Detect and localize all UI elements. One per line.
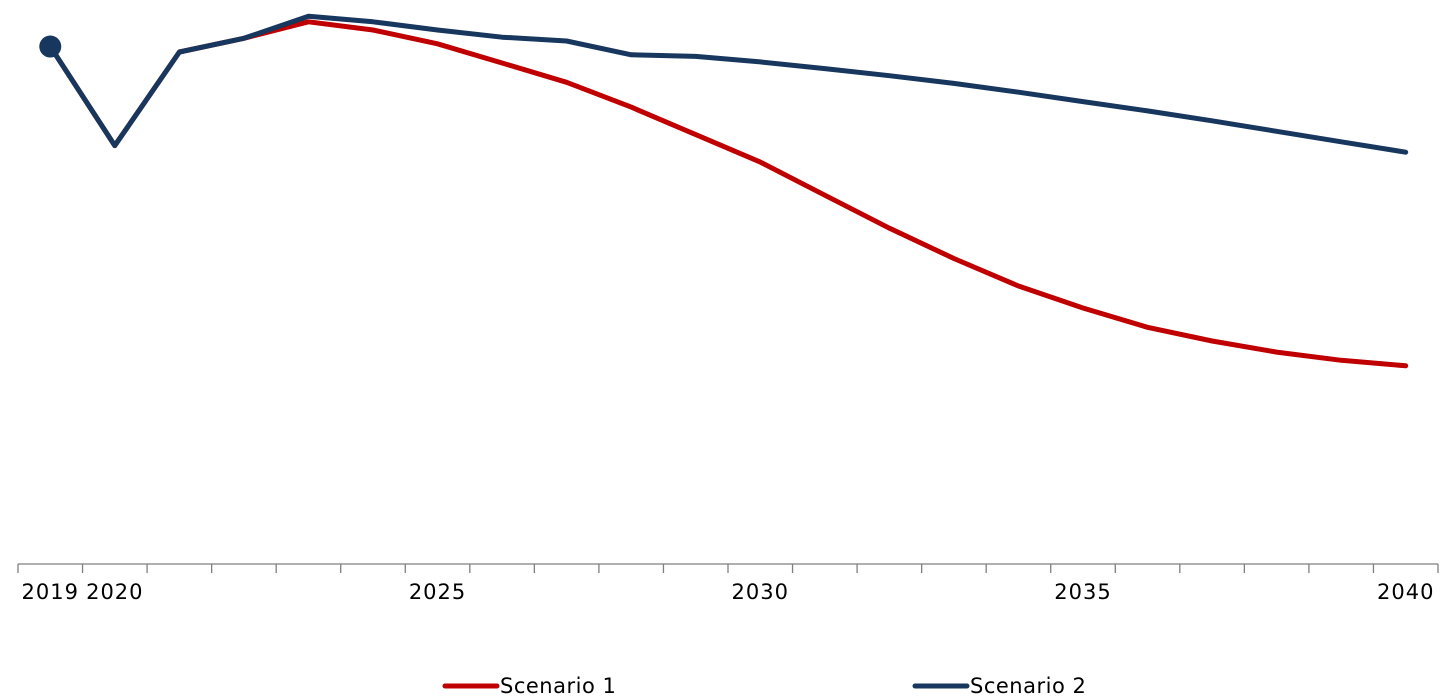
x-tick-label: 2035	[1054, 580, 1111, 604]
legend-item-2: Scenario 2	[912, 674, 1086, 696]
x-tick-label: 2019	[22, 580, 79, 604]
x-tick-label: 2020	[86, 580, 143, 604]
legend-item-1: Scenario 1	[442, 674, 616, 696]
x-tick-label: 2030	[732, 580, 789, 604]
marker-layer	[39, 35, 62, 58]
x-tick-label: 2025	[409, 580, 466, 604]
x-axis-ticks: 2019 2020 2025 2030 2035 2040	[17, 564, 1439, 604]
series-layer	[47, 13, 1409, 369]
series-line-2	[47, 13, 1409, 155]
legend-label: Scenario 2	[970, 674, 1086, 696]
start-point-marker	[39, 35, 62, 58]
x-tick-label: 2040	[1377, 580, 1434, 604]
legend-label: Scenario 1	[500, 674, 616, 696]
series-line-1	[47, 19, 1409, 369]
legend: Scenario 1 Scenario 2	[442, 674, 1086, 696]
